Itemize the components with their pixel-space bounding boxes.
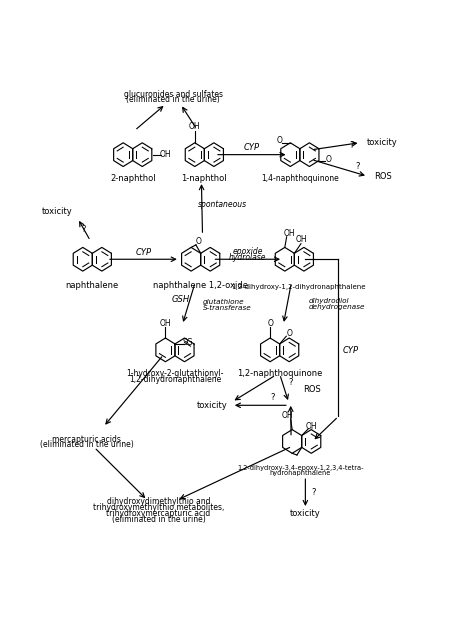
Text: glutathione: glutathione [202, 299, 244, 305]
Text: 2-naphthol: 2-naphthol [110, 174, 155, 183]
Text: toxicity: toxicity [366, 138, 397, 147]
Text: ?: ? [289, 377, 293, 387]
Text: dehydrogenase: dehydrogenase [308, 304, 365, 310]
Text: ?: ? [270, 393, 274, 402]
Text: ?: ? [81, 225, 86, 234]
Text: OH: OH [160, 150, 171, 159]
Text: OH: OH [160, 319, 171, 328]
Text: mercapturic acids: mercapturic acids [52, 434, 121, 444]
Text: 1-naphthol: 1-naphthol [182, 174, 227, 183]
Text: dihydroxydimethylthio and: dihydroxydimethylthio and [107, 497, 210, 506]
Text: ?: ? [349, 140, 354, 150]
Text: SG: SG [182, 338, 193, 347]
Text: toxicity: toxicity [41, 207, 72, 215]
Text: OH: OH [296, 235, 308, 244]
Text: hydronaphthalene: hydronaphthalene [270, 470, 331, 476]
Text: naphthalene 1,2-oxide: naphthalene 1,2-oxide [153, 281, 248, 290]
Text: O: O [276, 136, 282, 145]
Text: 1,2-dihydroxy-3,4-epoxy-1,2,3,4-tetra-: 1,2-dihydroxy-3,4-epoxy-1,2,3,4-tetra- [237, 465, 364, 471]
Text: OH: OH [305, 423, 317, 431]
Text: S-transferase: S-transferase [202, 305, 251, 311]
Text: ROS: ROS [303, 385, 321, 394]
Text: O: O [267, 319, 273, 328]
Text: glucuronides and sulfates: glucuronides and sulfates [124, 90, 223, 99]
Text: ?: ? [356, 162, 360, 171]
Text: O: O [196, 237, 202, 245]
Text: toxicity: toxicity [197, 401, 228, 410]
Text: toxicity: toxicity [290, 510, 321, 518]
Text: CYP: CYP [136, 248, 151, 257]
Text: ?: ? [311, 488, 315, 497]
Text: OH: OH [283, 229, 295, 239]
Text: GSH: GSH [172, 295, 190, 304]
Text: 1,2-dihydroxy-1,2-dihydronaphthalene: 1,2-dihydroxy-1,2-dihydronaphthalene [231, 284, 365, 290]
Text: (eliminated in the urine): (eliminated in the urine) [111, 515, 205, 523]
Text: (eliminated in the urine): (eliminated in the urine) [40, 440, 134, 449]
Text: ROS: ROS [374, 172, 392, 181]
Text: 1,4-naphthoquinone: 1,4-naphthoquinone [261, 174, 339, 183]
Text: 1-hydroxy-2-glutathionyl-: 1-hydroxy-2-glutathionyl- [126, 369, 224, 379]
Text: dihydrodiol: dihydrodiol [308, 298, 349, 304]
Text: naphthalene: naphthalene [66, 281, 119, 290]
Text: spontaneous: spontaneous [198, 200, 247, 209]
Text: 1,2-naphthoquinone: 1,2-naphthoquinone [237, 369, 322, 379]
Text: OH: OH [189, 123, 201, 131]
Text: trihydroxymethylthio metabolites,: trihydroxymethylthio metabolites, [93, 503, 224, 512]
Text: OH: OH [282, 411, 293, 419]
Text: O: O [286, 329, 292, 338]
Text: O: O [326, 155, 331, 164]
Text: CYP: CYP [244, 143, 260, 152]
Text: hydrolase: hydrolase [229, 253, 266, 262]
Text: trihydroxymercapturic acid: trihydroxymercapturic acid [106, 509, 210, 518]
Text: 1,2-dihydronaphthalene: 1,2-dihydronaphthalene [129, 375, 221, 384]
Text: (eliminated in the urine): (eliminated in the urine) [126, 95, 220, 104]
Text: CYP: CYP [343, 346, 359, 355]
Text: epoxide: epoxide [232, 247, 263, 256]
